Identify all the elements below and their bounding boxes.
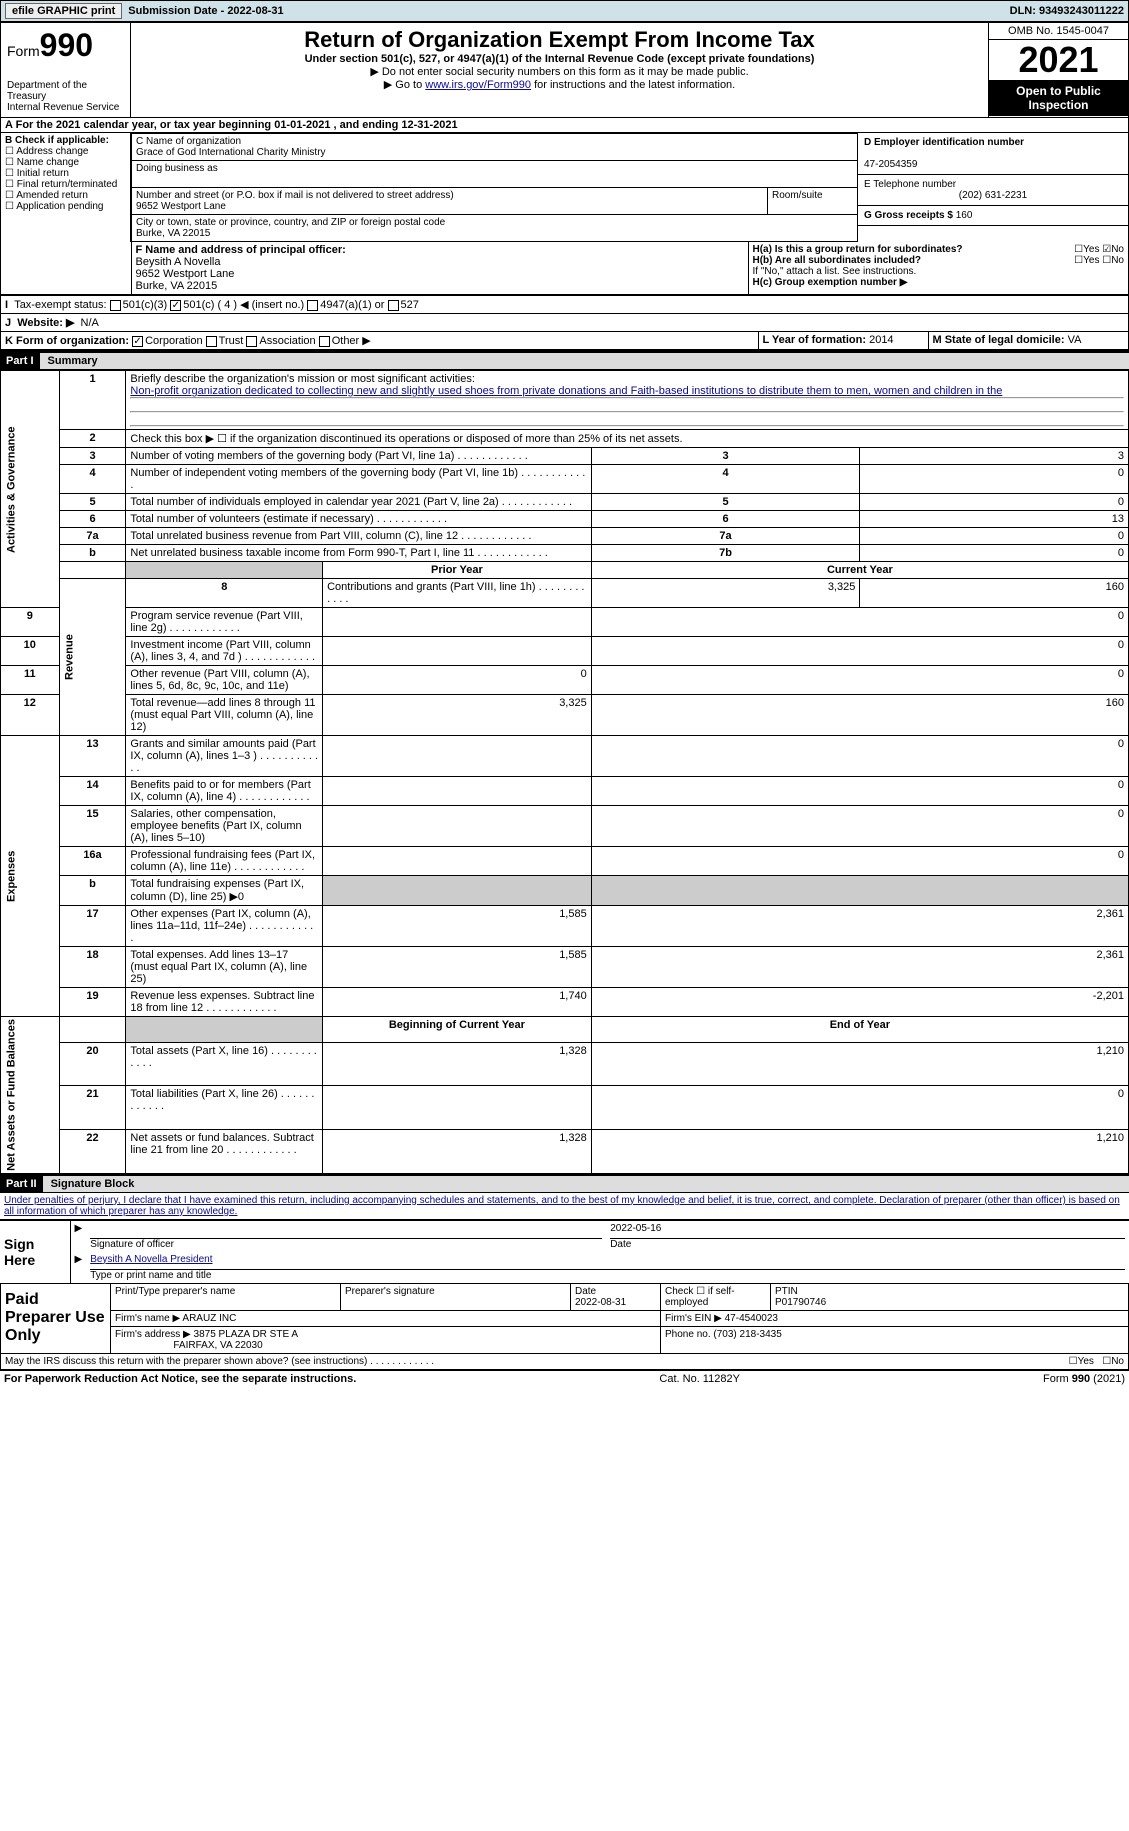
chk-corp[interactable]: ✓ — [132, 336, 143, 347]
state-domicile: VA — [1068, 334, 1082, 346]
vert-activities: Activities & Governance — [1, 371, 60, 608]
box-d: D Employer identification number47-20543… — [858, 133, 1128, 226]
officer-name: Beysith A Novella — [136, 256, 221, 268]
footer: For Paperwork Reduction Act Notice, see … — [0, 1370, 1129, 1387]
firm-ein: 47-4540023 — [725, 1313, 778, 1324]
form-number: Form990 — [7, 27, 124, 64]
firm-name: ARAUZ INC — [182, 1313, 236, 1324]
vert-revenue: Revenue — [59, 579, 126, 736]
omb-number: OMB No. 1545-0047 — [989, 23, 1128, 40]
chk-527[interactable] — [388, 300, 399, 311]
irs-label: Internal Revenue Service — [7, 102, 124, 113]
top-bar: efile GRAPHIC print Submission Date - 20… — [0, 0, 1129, 22]
chk-501c[interactable]: ✓ — [170, 300, 181, 311]
part2-header: Part IISignature Block — [0, 1174, 1129, 1193]
chk-trust[interactable] — [206, 336, 217, 347]
form-subtitle: Under section 501(c), 527, or 4947(a)(1)… — [135, 53, 984, 65]
chk-address[interactable]: ☐ Address change — [5, 146, 126, 157]
year-formation: 2014 — [869, 334, 893, 346]
chk-amended[interactable]: ☐ Amended return — [5, 190, 126, 201]
h-b: H(b) Are all subordinates included? ☐Yes… — [753, 255, 1125, 266]
website: N/A — [81, 317, 99, 329]
sig-date: 2022-05-16 — [610, 1223, 1125, 1239]
chk-other[interactable] — [319, 336, 330, 347]
vert-netassets: Net Assets or Fund Balances — [1, 1017, 60, 1174]
paid-preparer: Paid Preparer Use Only Print/Type prepar… — [0, 1283, 1129, 1370]
open-inspection: Open to Public Inspection — [989, 80, 1128, 116]
org-name: Grace of God International Charity Minis… — [136, 147, 326, 158]
chk-final[interactable]: ☐ Final return/terminated — [5, 179, 126, 190]
chk-initial[interactable]: ☐ Initial return — [5, 168, 126, 179]
form-title: Return of Organization Exempt From Incom… — [135, 27, 984, 53]
chk-assoc[interactable] — [246, 336, 257, 347]
chk-pending[interactable]: ☐ Application pending — [5, 201, 126, 212]
org-street: 9652 Westport Lane — [136, 201, 226, 212]
firm-addr: 3875 PLAZA DR STE A — [194, 1329, 299, 1340]
h-a: H(a) Is this a group return for subordin… — [753, 244, 1125, 255]
firm-phone: (703) 218-3435 — [713, 1329, 781, 1340]
officer-name-title[interactable]: Beysith A Novella President — [90, 1254, 212, 1265]
ein: 47-2054359 — [864, 159, 917, 170]
ptin: P01790746 — [775, 1297, 826, 1308]
phone: (202) 631-2231 — [864, 190, 1122, 201]
efile-print-btn[interactable]: efile GRAPHIC print — [5, 3, 122, 19]
box-b: B Check if applicable: ☐ Address change … — [1, 133, 131, 242]
perjury-decl: Under penalties of perjury, I declare th… — [0, 1193, 1129, 1219]
submission-date: Submission Date - 2022-08-31 — [128, 5, 283, 17]
part1-header: Part ISummary — [0, 351, 1129, 370]
summary-table: Activities & Governance 1 Briefly descri… — [0, 370, 1129, 1174]
box-c: C Name of organizationGrace of God Inter… — [131, 133, 858, 242]
chk-4947[interactable] — [307, 300, 318, 311]
line-a: A For the 2021 calendar year, or tax yea… — [1, 118, 1129, 133]
chk-name[interactable]: ☐ Name change — [5, 157, 126, 168]
warn-ssn: ▶ Do not enter social security numbers o… — [135, 65, 984, 78]
dln: DLN: 93493243011222 — [1010, 5, 1124, 17]
vert-expenses: Expenses — [1, 736, 60, 1017]
chk-501c3[interactable] — [110, 300, 121, 311]
form-outer: Form990 Department of the Treasury Inter… — [0, 22, 1129, 351]
h-c: H(c) Group exemption number ▶ — [753, 277, 1125, 288]
goto-line: ▶ Go to www.irs.gov/Form990 for instruct… — [135, 78, 984, 91]
tax-year: 2021 — [989, 40, 1128, 80]
dept-treasury: Department of the Treasury — [7, 80, 124, 102]
irs-link[interactable]: www.irs.gov/Form990 — [425, 79, 531, 91]
mission-text[interactable]: Non-profit organization dedicated to col… — [130, 385, 1002, 397]
sign-block: Sign Here ▶ Signature of officer 2022-05… — [0, 1219, 1129, 1283]
org-city: Burke, VA 22015 — [136, 228, 210, 239]
gross-receipts: 160 — [956, 210, 973, 221]
